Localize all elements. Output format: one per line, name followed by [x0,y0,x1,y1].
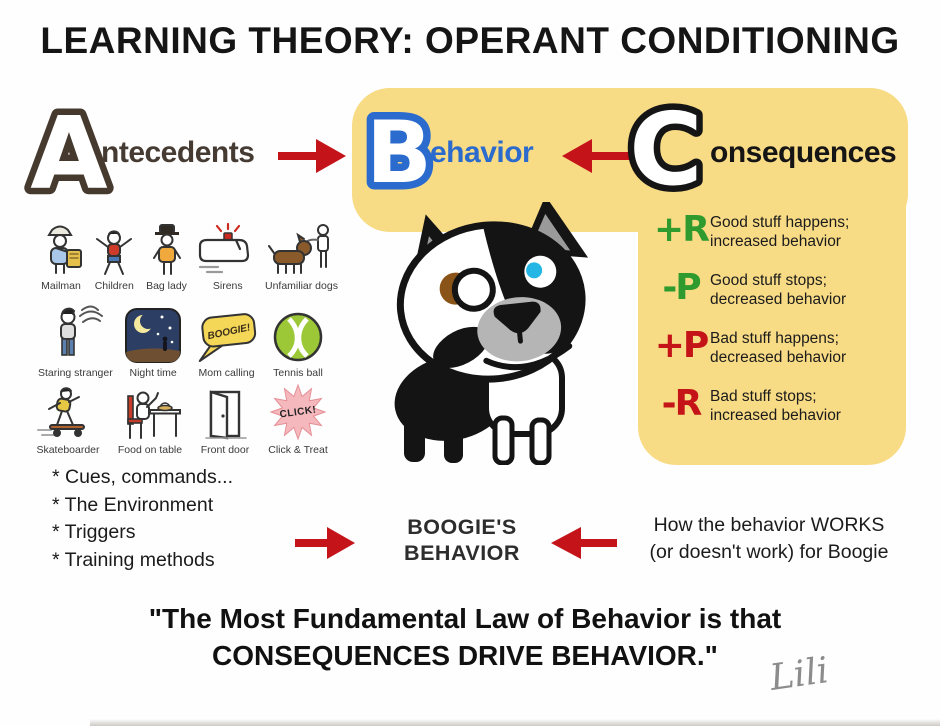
bag-lady-icon [152,224,181,275]
list-item: Staring stranger [38,303,113,379]
list-item: Night time [123,307,183,379]
antecedents-label: ntecedents [101,136,255,169]
antecedent-label: Food on table [117,444,183,456]
consequences-initial: C [629,91,702,208]
list-item: +R Good stuff happens; increased behavio… [652,210,902,251]
list-item: +P Bad stuff happens; decreased behavior [652,326,902,367]
negative-punishment-symbol: -P [662,267,701,308]
list-item: Front door [198,386,252,456]
staring-stranger-icon [60,305,104,356]
arrow-right-icon [295,527,355,559]
antecedents-bubble-letter: A [24,89,114,219]
click-treat-icon: CLICK! [269,384,327,441]
antecedent-examples-row1: Mailman Children [36,220,338,292]
list-item: -P Good stuff stops; decreased behavior [652,268,902,309]
antecedent-label: Mom calling [198,367,255,379]
list-item: Tennis ball [270,309,326,379]
behavior-bubble-letter: B [359,96,440,211]
list-item: Skateboarder [34,386,102,456]
arrow-right-icon [278,139,346,173]
consequence-types-panel [638,150,906,465]
behavior-initial: B [366,103,432,203]
mom-calling-icon: BOOGIE! [198,313,256,362]
negative-reinforcement-symbol: -R [661,383,703,424]
list-item: Children [91,226,137,292]
bottom-edge-shadow [90,719,940,726]
antecedent-label: Bag lady [146,280,187,292]
list-item: Sirens [196,222,260,292]
consequence-desc-line: Good stuff happens; [710,214,850,231]
children-icon [96,230,133,275]
list-item: Mailman [36,220,86,292]
arrow-left-icon [551,527,617,559]
antecedent-notes: * Cues, commands... * The Environment * … [52,464,233,574]
antecedent-examples-row3: Skateboarder Food on table [34,384,330,456]
click-burst-text: CLICK! [279,404,317,420]
list-item: Unfamiliar dogs [265,220,338,292]
boogies-behavior-label: BOOGIE'S BEHAVIOR [404,515,520,565]
note-line: * Triggers [52,521,136,543]
antecedent-label: Unfamiliar dogs [265,280,338,292]
fundamental-law-quote: "The Most Fundamental Law of Behavior is… [148,603,782,671]
antecedent-label: Tennis ball [273,367,323,379]
antecedent-label: Night time [129,367,177,379]
list-item: BOOGIE! Mom calling [194,309,260,379]
antecedent-label: Front door [200,444,250,456]
antecedent-label: Children [94,280,134,292]
list-item: -R Bad stuff stops; increased behavior [652,384,902,425]
consequence-desc-line: increased behavior [710,233,841,250]
positive-reinforcement-symbol: +R [654,209,710,250]
note-line: * Cues, commands... [52,466,233,488]
skateboarder-icon [37,387,85,437]
unfamiliar-dogs-icon [268,224,330,274]
consequence-types-list: +R Good stuff happens; increased behavio… [652,210,902,442]
artist-signature: Lili [767,650,832,699]
consequence-desc-line: decreased behavior [710,291,847,308]
behavior-works-caption: How the behavior WORKS (or doesn't work)… [649,514,889,563]
antecedent-label: Sirens [212,280,243,292]
arrow-left-icon [562,139,630,173]
antecedents-initial: A [30,95,107,212]
behavior-label: ehavior [430,136,534,169]
antecedent-examples-row2: Staring stranger Night time BOOGIE! [38,303,326,379]
list-item: Bag lady [143,222,191,292]
antecedent-label: Skateboarder [36,444,100,456]
consequence-desc-line: Good stuff stops; [710,272,827,289]
antecedent-label: Staring stranger [38,367,113,379]
food-on-table-icon [127,391,181,439]
note-line: * Training methods [52,548,215,571]
night-time-icon [125,308,182,363]
consequence-desc-line: Bad stuff stops; [710,388,817,405]
positive-punishment-symbol: +P [654,325,710,366]
consequence-desc-line: Bad stuff happens; [710,330,839,347]
tennis-ball-icon [273,312,323,362]
boogie-dog-illustration [394,202,589,465]
list-item: Food on table [116,386,184,456]
consequence-desc-line: decreased behavior [710,349,847,366]
antecedent-label: Click & Treat [268,444,328,456]
front-door-icon [205,390,247,440]
note-line: * The Environment [52,493,214,516]
consequence-desc-line: increased behavior [710,407,841,424]
consequences-label: onsequences [710,136,897,169]
consequences-bubble-letter: C [623,85,709,215]
list-item: CLICK! Click & Treat [266,384,330,456]
sirens-icon [198,222,249,274]
page-title: LEARNING THEORY: OPERANT CONDITIONING [40,20,900,61]
mailman-icon [47,225,82,274]
antecedent-label: Mailman [41,280,81,292]
